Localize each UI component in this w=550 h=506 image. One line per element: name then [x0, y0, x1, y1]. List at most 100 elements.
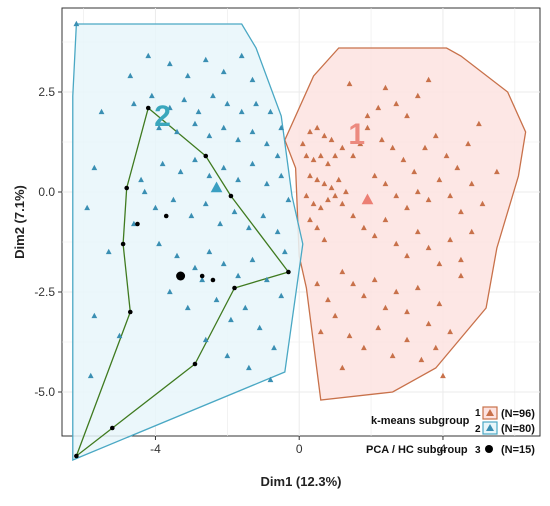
y-tick-label: 0.0: [38, 185, 55, 199]
point-cluster-1: [404, 252, 410, 259]
point-cluster-1: [436, 300, 443, 307]
point-cluster-2: [242, 304, 249, 311]
point-cluster-2: [285, 196, 292, 203]
point-cluster-3: [210, 277, 216, 283]
point-cluster-2: [206, 172, 213, 179]
point-cluster-2: [195, 108, 202, 115]
y-tick-label: -2.5: [34, 285, 55, 299]
point-cluster-3: [120, 241, 126, 247]
point-cluster-1: [393, 288, 400, 295]
point-cluster-1: [371, 232, 378, 239]
hull-cluster-2: [72, 23, 304, 461]
point-cluster-1: [418, 356, 425, 363]
point-cluster-2: [263, 180, 270, 187]
point-cluster-1: [393, 192, 400, 199]
point-cluster-1: [364, 124, 371, 131]
point-cluster-2: [192, 120, 198, 127]
legend-count-1: (N=96): [501, 408, 535, 420]
legend-count-3: (N=15): [501, 444, 535, 456]
point-cluster-1: [350, 212, 356, 219]
point-cluster-1: [307, 216, 313, 223]
legend-key-1-triangle: [486, 409, 494, 416]
point-cluster-2: [249, 76, 256, 83]
point-cluster-2: [238, 52, 245, 59]
point-cluster-3: [110, 425, 115, 431]
point-cluster-2: [281, 248, 288, 255]
hull-cluster-1: [284, 47, 527, 401]
point-cluster-1: [303, 152, 310, 159]
point-cluster-2: [274, 152, 281, 159]
point-cluster-2: [202, 336, 209, 343]
point-cluster-1: [332, 152, 339, 159]
point-cluster-1: [371, 172, 378, 179]
point-cluster-1: [314, 280, 321, 287]
point-cluster-1: [361, 224, 367, 231]
point-cluster-2: [127, 72, 134, 79]
point-cluster-1: [465, 140, 472, 147]
legend-count-2: (N=80): [501, 423, 535, 435]
point-cluster-3: [228, 193, 234, 199]
point-cluster-2: [278, 292, 285, 299]
point-cluster-2: [184, 304, 191, 311]
point-cluster-1: [339, 268, 346, 275]
point-cluster-2: [148, 92, 155, 99]
point-cluster-1: [317, 328, 324, 335]
point-cluster-1: [400, 156, 407, 163]
point-cluster-2: [213, 296, 220, 303]
point-cluster-2: [192, 264, 198, 271]
point-cluster-1: [364, 112, 371, 119]
point-cluster-1: [346, 80, 353, 87]
x-tick-label: 0: [296, 442, 303, 456]
point-cluster-2: [170, 196, 177, 203]
point-cluster-2: [217, 220, 224, 227]
point-cluster-2: [267, 376, 274, 383]
point-cluster-2: [238, 108, 245, 115]
point-cluster-1: [393, 100, 400, 107]
point-cluster-1: [350, 152, 356, 159]
point-cluster-1: [310, 200, 317, 207]
point-cluster-2: [249, 128, 256, 135]
point-cluster-1: [414, 284, 421, 291]
point-cluster-1: [332, 192, 339, 199]
point-cluster-1: [339, 364, 346, 371]
point-cluster-1: [468, 180, 475, 187]
point-cluster-1: [493, 168, 500, 175]
point-cluster-2: [263, 140, 270, 147]
point-cluster-2: [152, 204, 159, 211]
point-cluster-1: [443, 152, 450, 159]
point-cluster-2: [184, 72, 191, 79]
point-cluster-2: [166, 288, 173, 295]
point-cluster-1: [371, 276, 378, 283]
cluster-labels: 12: [154, 100, 365, 151]
point-cluster-2: [220, 260, 227, 267]
point-cluster-1: [357, 140, 364, 147]
point-cluster-1: [389, 144, 396, 151]
point-cluster-2: [73, 20, 80, 27]
point-cluster-1: [432, 132, 439, 139]
point-cluster-1: [414, 228, 421, 235]
point-cluster-1: [307, 128, 313, 135]
point-cluster-1: [321, 236, 328, 243]
point-cluster-1: [479, 200, 486, 207]
point-cluster-1: [440, 372, 446, 379]
point-cluster-1: [339, 200, 346, 207]
point-cluster-1: [382, 84, 389, 91]
point-cluster-1: [425, 196, 432, 203]
point-cluster-1: [346, 332, 353, 339]
x-tick-label: 4: [440, 442, 447, 456]
point-cluster-1: [404, 112, 410, 119]
point-cluster-2: [210, 92, 216, 99]
point-cluster-1: [447, 192, 454, 199]
point-cluster-2: [249, 160, 256, 167]
point-cluster-3: [199, 273, 205, 279]
point-cluster-1: [414, 92, 421, 99]
point-cluster-2: [246, 224, 252, 231]
point-cluster-2: [220, 68, 227, 75]
point-cluster-1: [335, 176, 342, 183]
point-cluster-2: [249, 256, 256, 263]
point-cluster-1: [325, 296, 331, 303]
point-cluster-1: [325, 160, 331, 167]
point-cluster-1: [310, 156, 317, 163]
legend-kmeans-title: k-means subgroup: [371, 415, 470, 427]
y-axis-label: Dim2 (7.1%): [12, 185, 27, 259]
